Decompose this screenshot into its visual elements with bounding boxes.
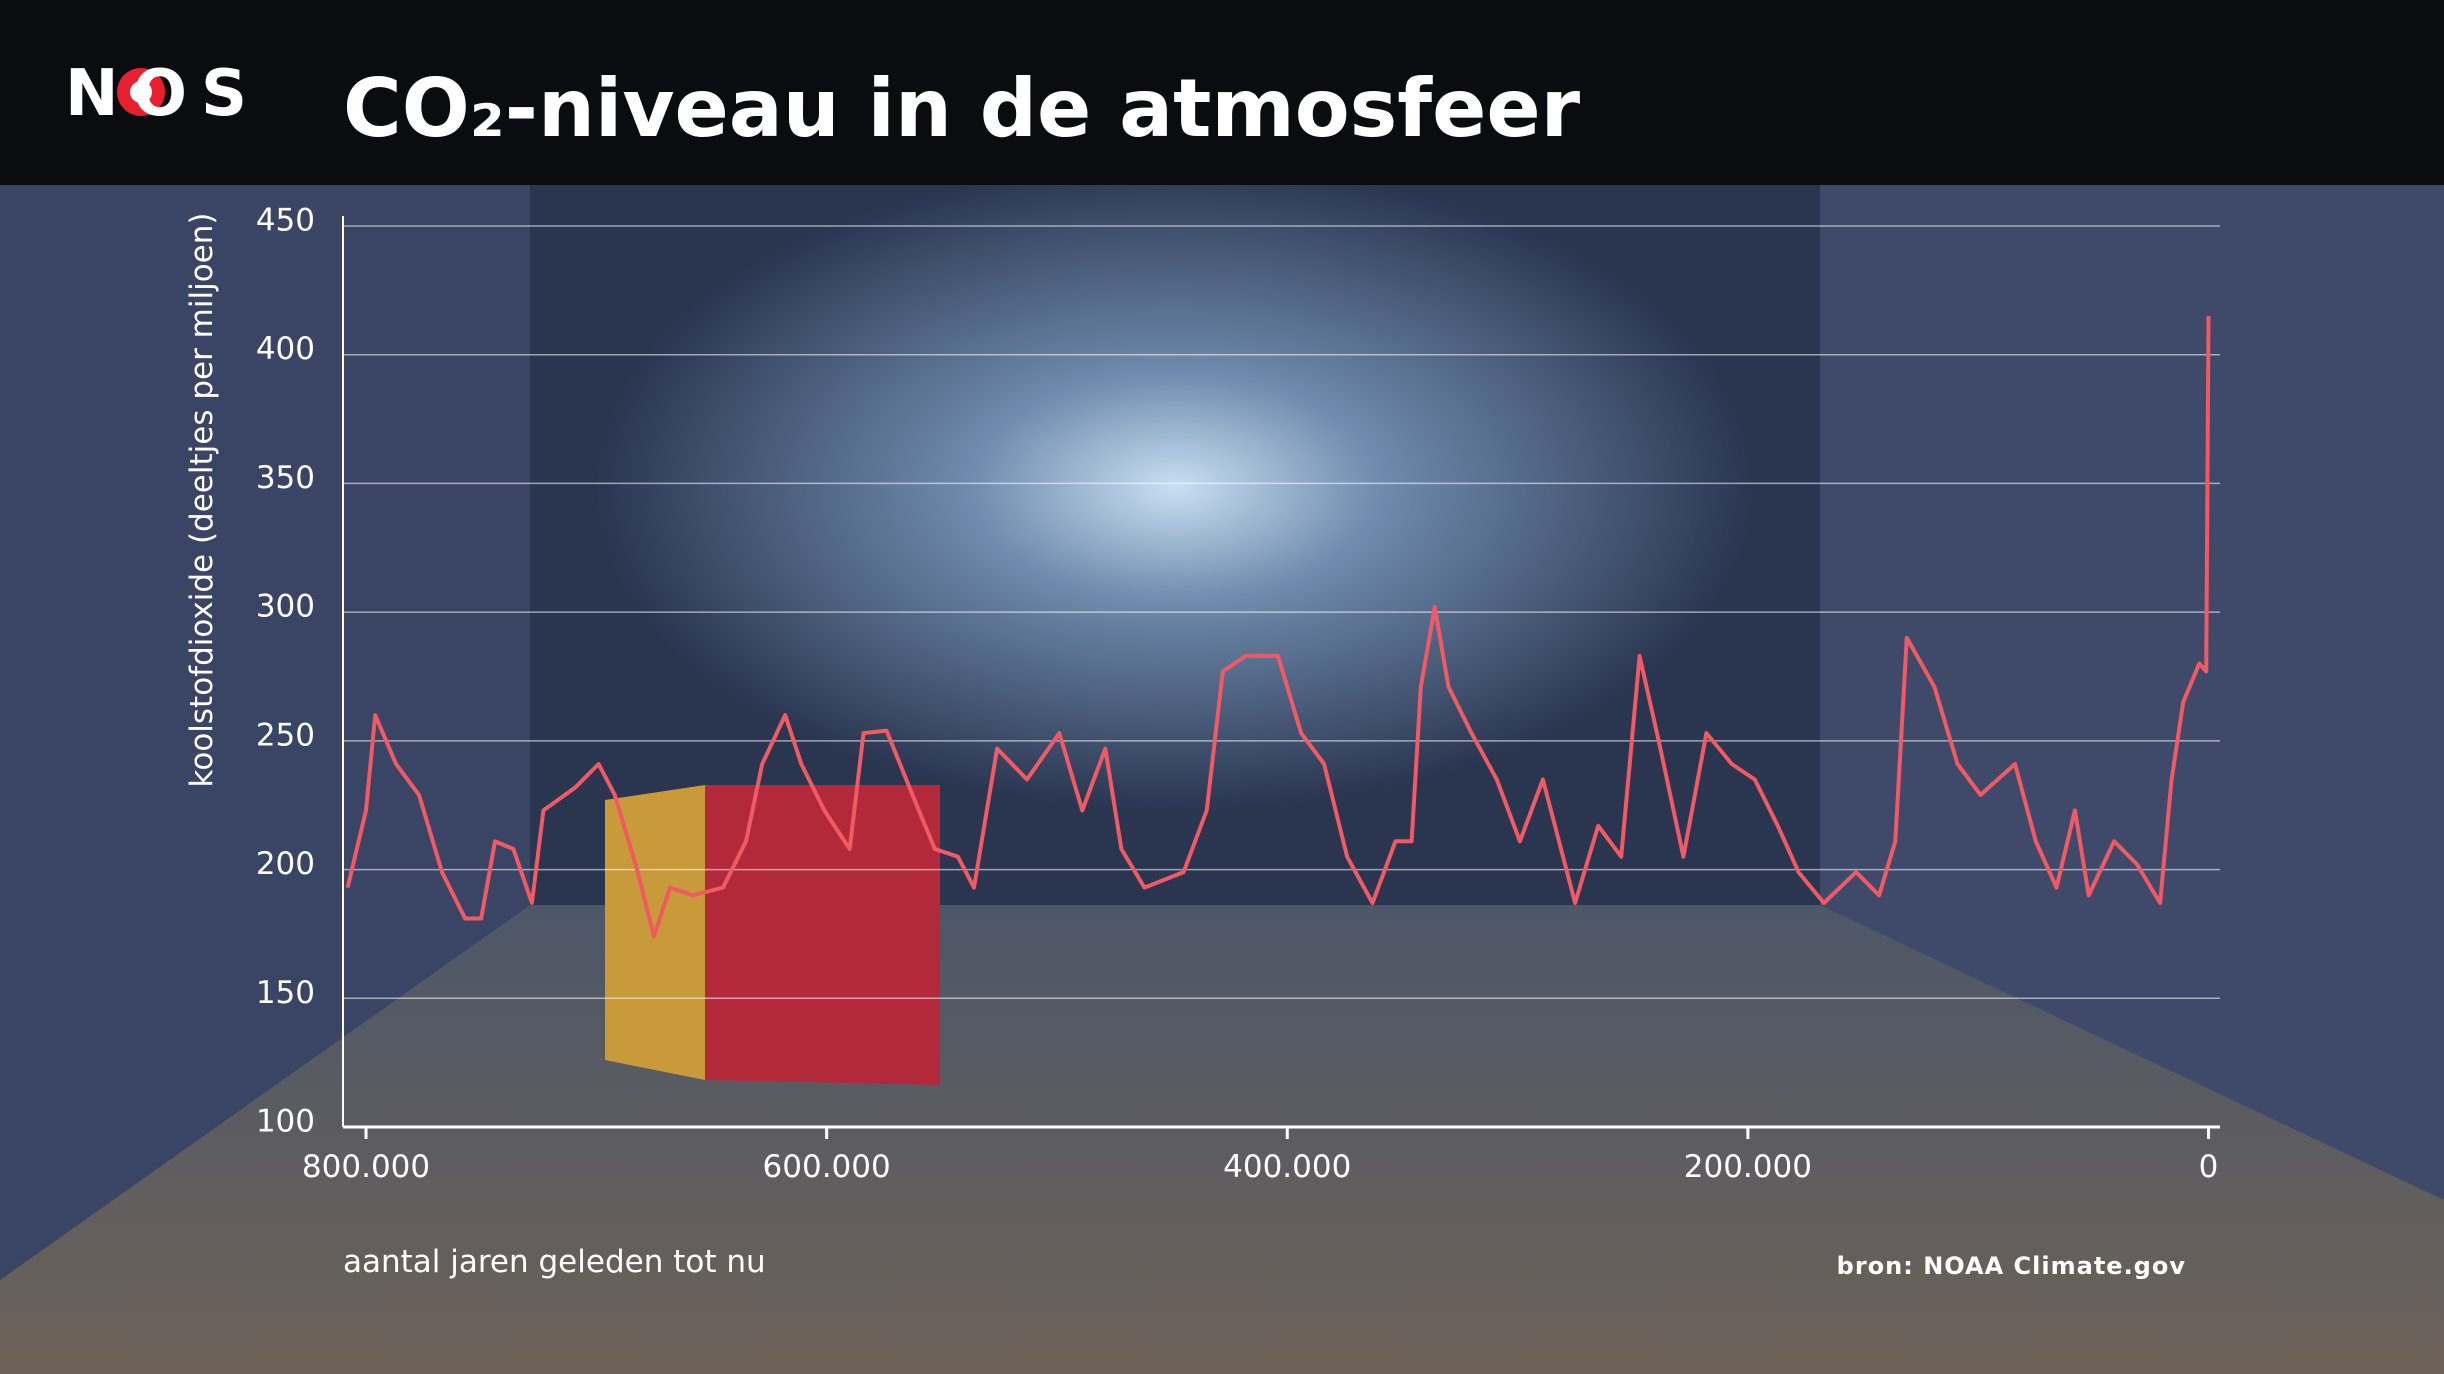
logo-mark bbox=[130, 81, 152, 103]
x-tick-label: 600.000 bbox=[763, 1149, 891, 1185]
x-tick-label: 800.000 bbox=[302, 1149, 430, 1185]
data-line bbox=[345, 316, 2211, 939]
y-axis-label: koolstofdioxide (deeltjes per miljoen) bbox=[184, 213, 220, 788]
chart-title: CO₂-niveau in de atmosfeer bbox=[343, 62, 1581, 155]
y-tick-label: 150 bbox=[256, 975, 315, 1011]
y-tick-label: 350 bbox=[256, 460, 315, 496]
x-tick-label: 200.000 bbox=[1684, 1149, 1812, 1185]
y-tick-label: 450 bbox=[256, 203, 315, 239]
y-tick-label: 100 bbox=[256, 1104, 315, 1140]
x-axis-label: aantal jaren geleden tot nu bbox=[343, 1244, 766, 1280]
x-tick-label: 0 bbox=[2199, 1149, 2219, 1185]
y-tick-label: 400 bbox=[256, 331, 315, 367]
logo: NOS bbox=[65, 57, 261, 131]
y-tick-label: 200 bbox=[256, 846, 315, 882]
y-tick-label: 300 bbox=[256, 589, 315, 625]
x-tick-label: 400.000 bbox=[1223, 1149, 1351, 1185]
source: bron: NOAA Climate.gov bbox=[1837, 1252, 2186, 1280]
y-tick-label: 250 bbox=[256, 717, 315, 753]
